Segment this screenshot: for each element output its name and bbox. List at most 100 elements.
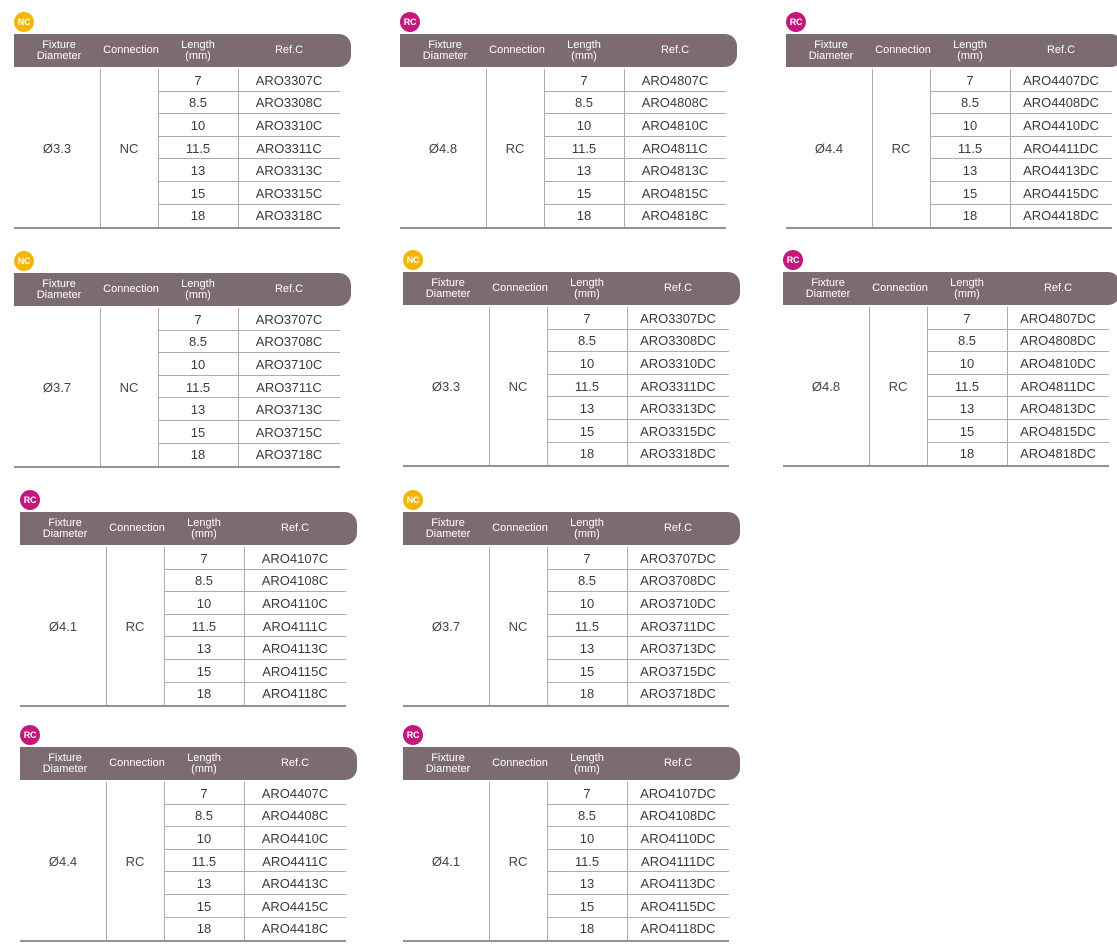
ref-cell: ARO4807DC bbox=[1020, 310, 1096, 326]
column-divider bbox=[489, 782, 490, 941]
table-row: 10 ARO4410C bbox=[164, 827, 346, 850]
table-header: Fixture Diameter Connection Length (mm) Ref.C bbox=[786, 34, 1117, 67]
header-ref: Ref.C bbox=[280, 757, 310, 769]
spec-table: NC Fixture Diameter Connection Length (mm) Ref… bbox=[14, 12, 351, 230]
header-ref: Ref.C bbox=[1046, 44, 1076, 56]
header-connection: Connection bbox=[103, 44, 159, 56]
table-row: 7 ARO3307DC bbox=[547, 307, 729, 330]
row-divider bbox=[547, 658, 729, 660]
table-body: Ø3.3 NC 7 ARO3307DC 8.5 ARO3308DC 10 ARO3310DC 1… bbox=[403, 307, 729, 468]
ref-cell: ARO4115DC bbox=[640, 898, 716, 914]
ref-cell: ARO4107DC bbox=[640, 785, 716, 801]
ref-cell: ARO4415DC bbox=[1023, 185, 1099, 201]
table-row: 13 ARO3713DC bbox=[547, 637, 729, 660]
length-cell: 15 bbox=[190, 185, 206, 201]
row-divider bbox=[164, 916, 346, 918]
table-row: 7 ARO4407DC bbox=[930, 69, 1112, 92]
row-divider bbox=[158, 419, 340, 421]
table-row: 15 ARO3715DC bbox=[547, 660, 729, 683]
ref-cell: ARO3311C bbox=[256, 140, 322, 156]
ref-cell: ARO4418DC bbox=[1023, 208, 1099, 224]
ref-cell: ARO4811C bbox=[642, 140, 708, 156]
row-divider bbox=[547, 351, 729, 353]
connection-value: NC bbox=[119, 140, 139, 156]
length-cell: 11.5 bbox=[957, 140, 983, 156]
ref-cell: ARO3713C bbox=[255, 402, 323, 418]
spec-table: NC Fixture Diameter Connection Length (mm) Ref… bbox=[403, 490, 740, 708]
length-cell: 11.5 bbox=[191, 618, 217, 634]
row-divider bbox=[547, 826, 729, 828]
table-body: Ø3.7 NC 7 ARO3707C 8.5 ARO3708C 10 ARO3710C 11.5… bbox=[14, 308, 340, 469]
header-connection: Connection bbox=[109, 522, 165, 534]
row-divider bbox=[547, 396, 729, 398]
length-cell: 7 bbox=[583, 310, 591, 326]
table-row: 11.5 ARO4811DC bbox=[927, 375, 1109, 398]
connection-value: RC bbox=[125, 853, 145, 869]
length-cell: 8.5 bbox=[577, 333, 597, 349]
length-cell: 13 bbox=[576, 163, 592, 179]
table-row: 10 ARO4410DC bbox=[930, 114, 1112, 137]
ref-cell: ARO4107C bbox=[261, 550, 329, 566]
length-cell: 11.5 bbox=[574, 853, 600, 869]
header-ref: Ref.C bbox=[274, 44, 304, 56]
table-row: 18 ARO3718C bbox=[158, 444, 340, 467]
row-divider bbox=[158, 90, 340, 92]
table-row: 8.5 ARO4408C bbox=[164, 805, 346, 828]
length-cell: 10 bbox=[579, 830, 595, 846]
rc-badge: RC bbox=[783, 250, 803, 270]
header-connection: Connection bbox=[492, 757, 548, 769]
connection-value: RC bbox=[505, 140, 525, 156]
row-divider bbox=[158, 113, 340, 115]
row-divider bbox=[930, 180, 1112, 182]
length-cell: 18 bbox=[196, 686, 212, 702]
ref-cell: ARO3315C bbox=[255, 185, 323, 201]
table-row: 15 ARO4415DC bbox=[930, 182, 1112, 205]
length-cell: 7 bbox=[194, 72, 202, 88]
length-cell: 13 bbox=[190, 163, 206, 179]
ref-cell: ARO4418C bbox=[261, 921, 329, 937]
ref-cell: ARO3711C bbox=[256, 379, 322, 395]
table-row: 7 ARO3707C bbox=[158, 308, 340, 331]
column-divider bbox=[244, 547, 245, 706]
table-header: Fixture Diameter Connection Length (mm) Ref.C bbox=[14, 34, 351, 67]
ref-cell: ARO4411C bbox=[262, 853, 328, 869]
column-divider bbox=[489, 307, 490, 466]
table-row: 15 ARO4815C bbox=[544, 182, 726, 205]
length-cell: 7 bbox=[580, 72, 588, 88]
table-body: Ø4.8 RC 7 ARO4807DC 8.5 ARO4808DC 10 ARO4810DC 1… bbox=[783, 307, 1109, 468]
nc-badge: NC bbox=[403, 250, 423, 270]
row-divider bbox=[158, 329, 340, 331]
rc-badge: RC bbox=[20, 725, 40, 745]
length-cell: 13 bbox=[962, 163, 978, 179]
column-divider bbox=[164, 547, 165, 706]
column-divider bbox=[106, 782, 107, 941]
ref-cell: ARO4415C bbox=[261, 898, 329, 914]
length-cell: 11.5 bbox=[954, 378, 980, 394]
table-body: Ø4.8 RC 7 ARO4807C 8.5 ARO4808C 10 ARO4810C 11.5… bbox=[400, 69, 726, 230]
table-row: 13 ARO3313DC bbox=[547, 397, 729, 420]
fixture-diameter-value: Ø4.1 bbox=[431, 853, 461, 869]
column-divider bbox=[486, 69, 487, 228]
row-divider bbox=[164, 613, 346, 615]
table-row: 7 ARO4407C bbox=[164, 782, 346, 805]
header-fixture-diameter: Fixture Diameter bbox=[808, 38, 854, 62]
ref-cell: ARO3718DC bbox=[640, 686, 716, 702]
length-cell: 15 bbox=[959, 423, 975, 439]
column-divider bbox=[238, 308, 239, 467]
fixture-diameter-value: Ø4.4 bbox=[814, 140, 844, 156]
ref-cell: ARO4808DC bbox=[1020, 333, 1096, 349]
header-length: Length (mm) bbox=[570, 276, 604, 300]
table-row: 10 ARO4110DC bbox=[547, 827, 729, 850]
table-row: 10 ARO3710C bbox=[158, 353, 340, 376]
ref-cell: ARO4118C bbox=[262, 686, 328, 702]
length-cell: 15 bbox=[579, 898, 595, 914]
ref-cell: ARO4118DC bbox=[640, 921, 716, 937]
fixture-diameter-value: Ø4.8 bbox=[811, 378, 841, 394]
row-divider bbox=[927, 328, 1109, 330]
header-length: Length (mm) bbox=[950, 276, 984, 300]
table-row: 11.5 ARO3711DC bbox=[547, 615, 729, 638]
header-length: Length (mm) bbox=[181, 277, 215, 301]
length-cell: 15 bbox=[962, 185, 978, 201]
length-cell: 11.5 bbox=[185, 140, 211, 156]
nc-badge: NC bbox=[14, 12, 34, 32]
